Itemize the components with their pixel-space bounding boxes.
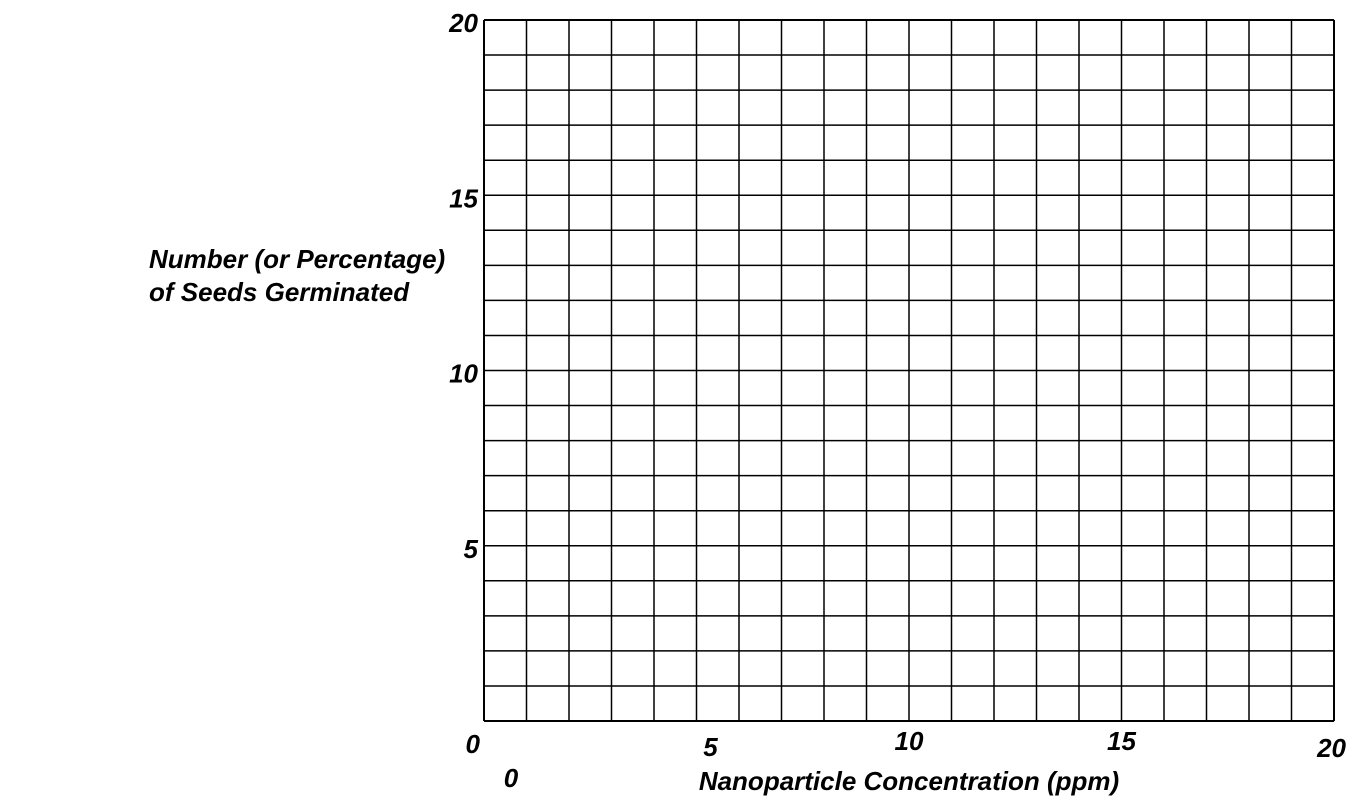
y-tick-label: 15 — [449, 183, 478, 213]
x-tick-label: 10 — [895, 726, 924, 756]
y-axis-title-line-1: Number (or Percentage) — [149, 244, 445, 274]
y-tick-label: 20 — [448, 8, 478, 38]
grid — [483, 19, 1335, 722]
x-tick-label: 0 — [466, 729, 481, 759]
tick-labels: 0 5 10 15 20 5 10 15 20 — [448, 8, 1346, 763]
x-tick-label: 15 — [1107, 726, 1136, 756]
y-axis-title: Number (or Percentage) of Seeds Germinat… — [149, 244, 452, 307]
y-origin-label: 0 — [504, 763, 519, 793]
y-tick-label: 5 — [464, 534, 479, 564]
x-tick-label: 5 — [703, 732, 718, 762]
y-axis-title-line-2: of Seeds Germinated — [149, 277, 410, 307]
x-axis-title: Nanoparticle Concentration (ppm) — [699, 766, 1119, 796]
x-tick-label: 20 — [1316, 733, 1346, 763]
y-tick-label: 10 — [449, 359, 478, 389]
